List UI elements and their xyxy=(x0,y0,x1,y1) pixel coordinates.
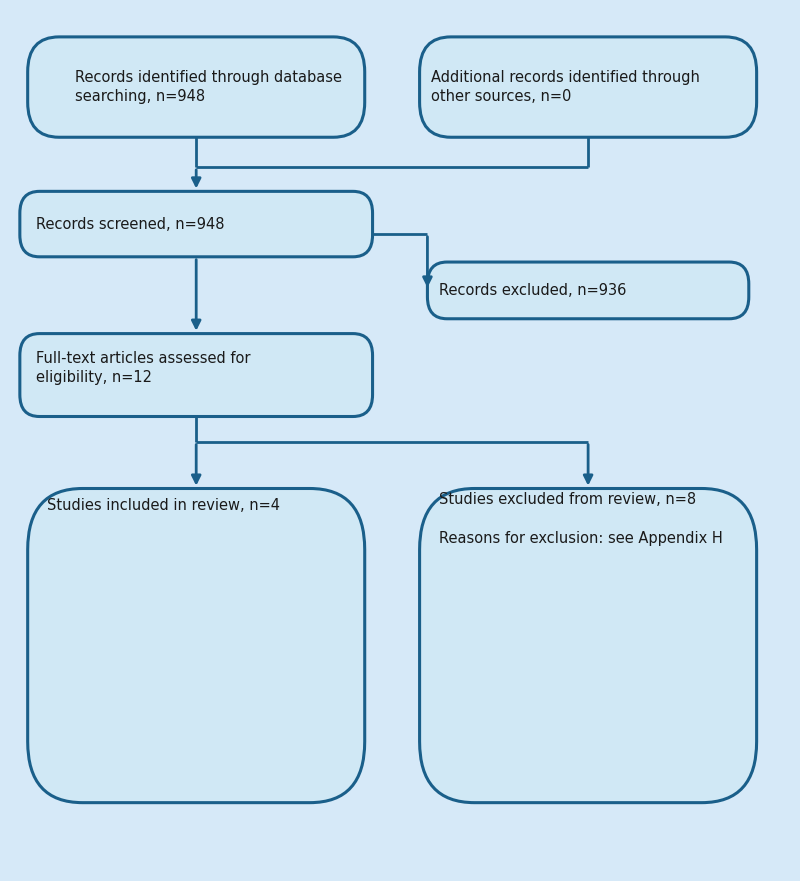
Text: Additional records identified through
other sources, n=0: Additional records identified through ot… xyxy=(431,70,700,105)
FancyBboxPatch shape xyxy=(28,37,365,137)
Text: Studies excluded from review, n=8

Reasons for exclusion: see Appendix H: Studies excluded from review, n=8 Reason… xyxy=(439,492,723,546)
FancyBboxPatch shape xyxy=(20,334,373,417)
Text: Records identified through database
searching, n=948: Records identified through database sear… xyxy=(74,70,342,105)
Text: Records excluded, n=936: Records excluded, n=936 xyxy=(439,283,626,298)
FancyBboxPatch shape xyxy=(427,262,749,319)
FancyBboxPatch shape xyxy=(419,37,757,137)
FancyBboxPatch shape xyxy=(419,488,757,803)
Text: Full-text articles assessed for
eligibility, n=12: Full-text articles assessed for eligibil… xyxy=(35,351,250,386)
Text: Records screened, n=948: Records screened, n=948 xyxy=(35,217,224,232)
FancyBboxPatch shape xyxy=(28,488,365,803)
Text: Studies included in review, n=4: Studies included in review, n=4 xyxy=(47,499,280,514)
FancyBboxPatch shape xyxy=(20,191,373,256)
